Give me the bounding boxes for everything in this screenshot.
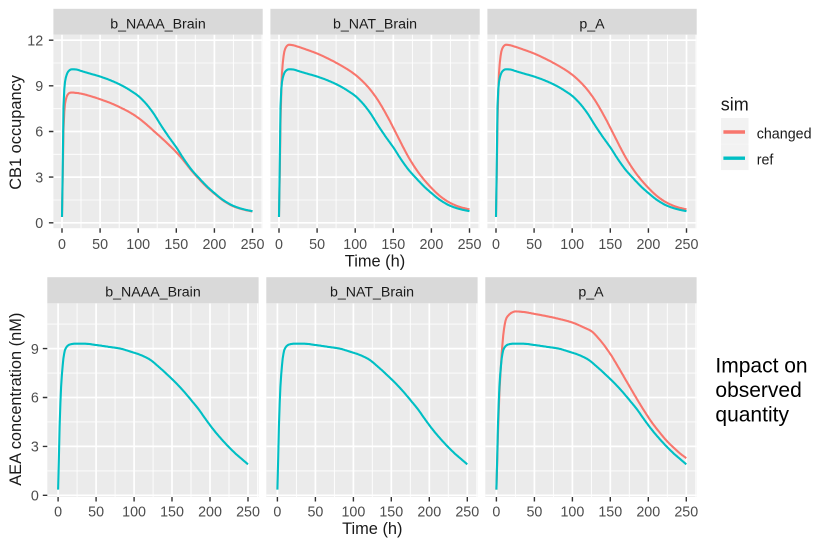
svg-text:100: 100	[341, 504, 365, 520]
svg-text:250: 250	[455, 504, 479, 520]
svg-text:0: 0	[31, 489, 39, 505]
svg-text:0: 0	[492, 237, 500, 253]
svg-text:150: 150	[164, 237, 188, 253]
svg-text:200: 200	[636, 504, 660, 520]
svg-text:150: 150	[379, 504, 403, 520]
svg-text:b_NAAA_Brain: b_NAAA_Brain	[110, 17, 205, 33]
svg-text:200: 200	[202, 237, 226, 253]
svg-text:ref: ref	[757, 153, 774, 169]
svg-text:quantity: quantity	[715, 403, 789, 426]
svg-text:250: 250	[675, 237, 699, 253]
svg-text:Impact on: Impact on	[715, 354, 807, 377]
svg-text:p_A: p_A	[578, 284, 604, 300]
svg-text:0: 0	[273, 504, 281, 520]
svg-text:0: 0	[275, 237, 283, 253]
svg-text:Time (h): Time (h)	[345, 253, 405, 271]
svg-text:Time (h): Time (h)	[342, 520, 402, 538]
svg-text:150: 150	[598, 504, 622, 520]
svg-text:observed: observed	[715, 379, 801, 402]
svg-text:50: 50	[88, 504, 104, 520]
svg-text:3: 3	[31, 440, 39, 456]
svg-text:150: 150	[160, 504, 184, 520]
svg-text:changed: changed	[757, 126, 812, 142]
svg-text:100: 100	[122, 504, 146, 520]
svg-text:100: 100	[560, 237, 584, 253]
svg-text:12: 12	[27, 33, 43, 49]
svg-text:b_NAT_Brain: b_NAT_Brain	[330, 284, 414, 300]
svg-text:100: 100	[126, 237, 150, 253]
svg-text:250: 250	[236, 504, 260, 520]
svg-text:200: 200	[417, 504, 441, 520]
svg-text:250: 250	[674, 504, 698, 520]
svg-text:200: 200	[198, 504, 222, 520]
svg-text:50: 50	[309, 237, 325, 253]
svg-text:9: 9	[35, 79, 43, 95]
svg-text:p_A: p_A	[579, 17, 605, 33]
svg-text:150: 150	[381, 237, 405, 253]
svg-text:9: 9	[31, 342, 39, 358]
svg-text:200: 200	[419, 237, 443, 253]
svg-text:b_NAT_Brain: b_NAT_Brain	[333, 17, 417, 33]
svg-text:6: 6	[31, 391, 39, 407]
svg-text:0: 0	[492, 504, 500, 520]
svg-text:250: 250	[458, 237, 482, 253]
svg-text:50: 50	[526, 504, 542, 520]
svg-text:150: 150	[598, 237, 622, 253]
svg-text:sim: sim	[721, 95, 749, 115]
svg-text:100: 100	[343, 237, 367, 253]
svg-text:6: 6	[35, 125, 43, 141]
svg-text:50: 50	[92, 237, 108, 253]
svg-text:50: 50	[526, 237, 542, 253]
svg-text:0: 0	[54, 504, 62, 520]
svg-text:3: 3	[35, 170, 43, 186]
svg-text:100: 100	[560, 504, 584, 520]
svg-text:0: 0	[35, 216, 43, 232]
svg-text:200: 200	[636, 237, 660, 253]
svg-text:CB1 occupancy: CB1 occupancy	[7, 74, 25, 190]
svg-text:50: 50	[307, 504, 323, 520]
svg-text:0: 0	[58, 237, 66, 253]
svg-text:b_NAAA_Brain: b_NAAA_Brain	[105, 284, 200, 300]
svg-text:AEA concentration (nM): AEA concentration (nM)	[7, 313, 25, 486]
svg-text:250: 250	[241, 237, 265, 253]
